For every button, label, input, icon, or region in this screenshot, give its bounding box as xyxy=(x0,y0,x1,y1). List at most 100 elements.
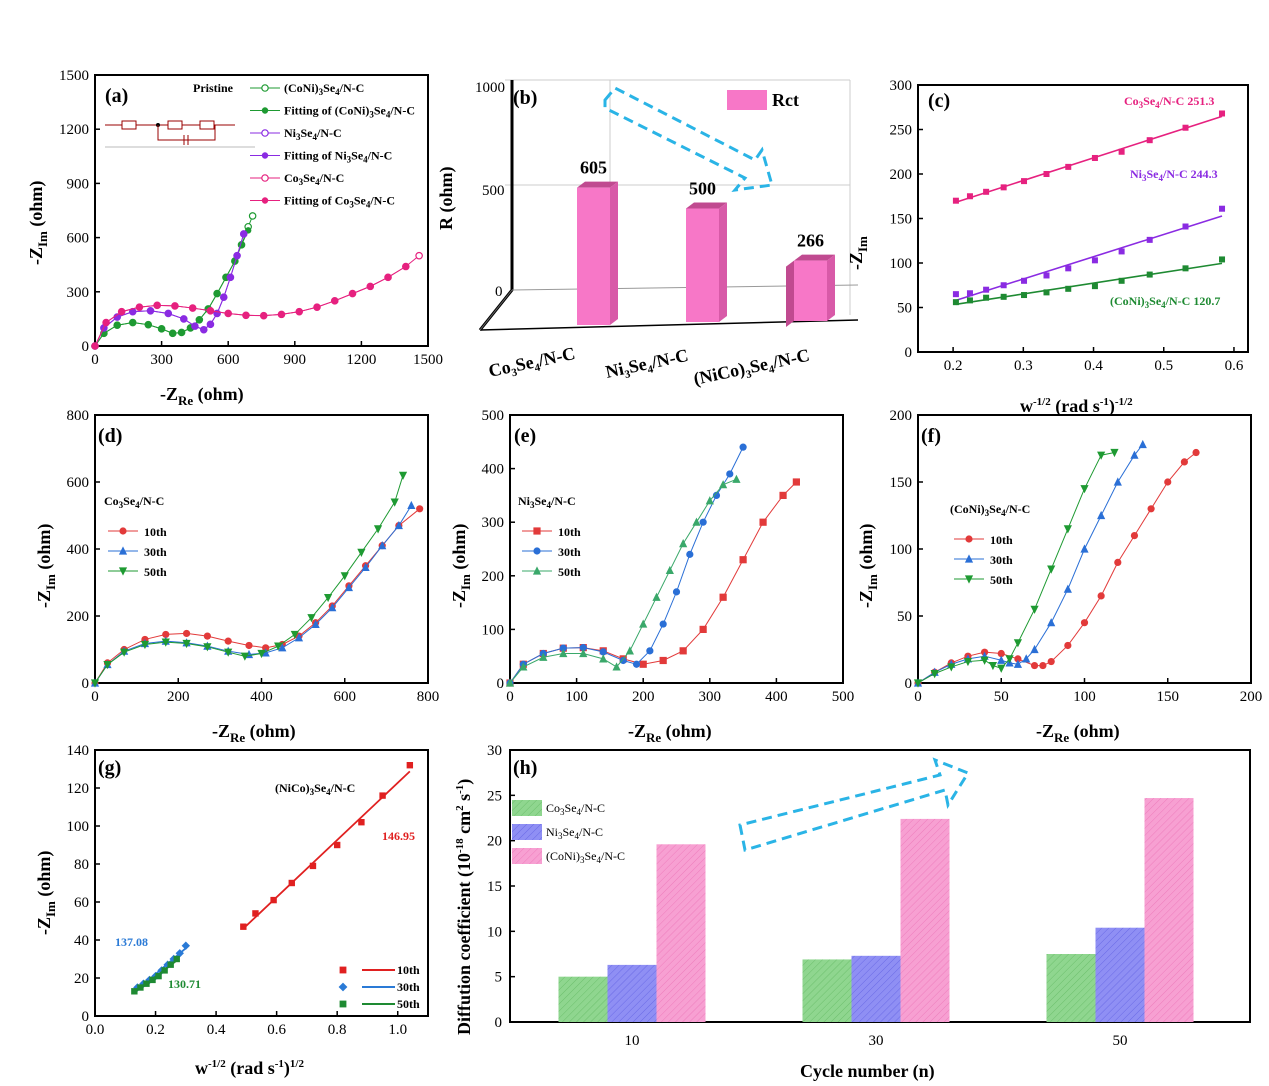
data-point xyxy=(131,988,138,995)
legend-label: Ni3Se4/N-C xyxy=(546,825,603,841)
b-xtick-co3se4: Co3Se4/N-C xyxy=(487,343,578,384)
data-point xyxy=(705,496,714,505)
data-point xyxy=(759,518,767,526)
data-point xyxy=(1005,655,1014,664)
panel-d-label: (d) xyxy=(98,425,122,447)
slope-label: 137.08 xyxy=(115,935,148,949)
bar xyxy=(656,844,706,1022)
data-point xyxy=(1118,148,1125,155)
legend-label: (CoNi)3Se4/N-C xyxy=(950,502,1030,518)
y-tick-label: 0 xyxy=(82,1009,90,1025)
data-point xyxy=(1146,236,1153,243)
b-ytick-0: 0 xyxy=(495,284,503,300)
data-point xyxy=(983,294,990,301)
y-tick-label: 300 xyxy=(67,285,90,301)
data-point xyxy=(1219,256,1226,263)
data-point xyxy=(137,984,144,991)
data-point xyxy=(1047,565,1056,574)
y-tick-label: 300 xyxy=(890,78,913,94)
data-point xyxy=(398,471,408,480)
data-point xyxy=(1039,661,1047,670)
y-tick-label: 150 xyxy=(890,475,913,491)
data-point xyxy=(1130,532,1139,540)
data-point xyxy=(261,107,269,114)
data-point xyxy=(559,648,568,658)
panel-e-xlabel: -ZRe (ohm) xyxy=(628,721,712,745)
x-tick-label: 0.3 xyxy=(1014,358,1033,374)
data-point xyxy=(182,639,191,649)
panel-h: 0 5 10 15 20 25 30 10 30 50 (h) Co3Se4/N-C Ni3Se4/… xyxy=(454,743,1251,1082)
x-tick-label: 800 xyxy=(417,689,440,705)
x-tick-label: 1500 xyxy=(413,352,443,368)
data-point xyxy=(240,652,249,661)
panel-a-label: (a) xyxy=(105,85,128,107)
data-point xyxy=(140,640,150,650)
slope-label: 130.71 xyxy=(168,977,201,991)
data-point xyxy=(652,592,661,601)
data-point xyxy=(213,290,221,297)
y-tick-label: 150 xyxy=(890,212,913,228)
data-point xyxy=(207,321,214,328)
data-point xyxy=(612,662,621,671)
data-point xyxy=(220,294,227,301)
data-point xyxy=(532,566,542,575)
fit-line xyxy=(955,262,1223,306)
data-point xyxy=(118,546,128,555)
data-point xyxy=(333,841,341,849)
data-point xyxy=(952,299,959,306)
data-point xyxy=(290,630,299,640)
data-point xyxy=(407,500,416,510)
bar-value-label: 605 xyxy=(580,158,607,178)
data-point xyxy=(719,480,728,489)
b-ytick-500: 500 xyxy=(482,183,505,199)
panel-h-ylabel: Diffution coefficient (10-18 cm2 s-1) xyxy=(454,779,475,1035)
y-tick-label: 0 xyxy=(905,676,913,692)
data-point xyxy=(1146,137,1153,144)
data-point xyxy=(1097,510,1106,520)
legend-label: Fitting of Co3Se4/N-C xyxy=(284,194,395,210)
data-point xyxy=(1013,659,1022,668)
y-tick-label: 60 xyxy=(74,895,89,911)
bar xyxy=(686,202,727,322)
data-point xyxy=(965,535,973,543)
data-point xyxy=(328,603,337,612)
series-line xyxy=(917,452,1197,684)
legend-swatch xyxy=(512,800,542,816)
y-tick-label: 100 xyxy=(890,256,913,272)
x-tick-label: 150 xyxy=(1157,689,1180,705)
data-point xyxy=(1022,654,1031,663)
data-point xyxy=(1047,657,1055,666)
data-point xyxy=(599,654,608,663)
x-tick-label: 200 xyxy=(167,689,190,705)
legend-label: 10th xyxy=(397,963,420,977)
y-tick-label: 20 xyxy=(74,971,89,987)
data-point xyxy=(118,308,125,315)
data-point xyxy=(415,251,423,260)
data-point xyxy=(136,303,143,311)
data-point xyxy=(173,955,180,963)
panel-f-xlabel: -ZRe (ohm) xyxy=(1036,721,1120,745)
data-point xyxy=(373,525,383,534)
y-tick-label: 0 xyxy=(497,676,505,692)
data-point xyxy=(180,315,187,323)
data-point xyxy=(739,443,747,451)
data-point xyxy=(91,342,99,350)
data-point xyxy=(416,505,424,513)
legend-label: 10th xyxy=(144,525,167,539)
data-point xyxy=(294,633,304,642)
y-tick-label: 40 xyxy=(74,933,89,949)
data-point xyxy=(147,307,154,314)
data-point xyxy=(102,319,110,326)
data-point xyxy=(505,678,515,687)
y-tick-label: 30 xyxy=(487,743,502,759)
data-point xyxy=(129,319,136,326)
legend-label: Co3Se4/N-C xyxy=(284,171,344,187)
legend-label: 30th xyxy=(144,545,167,559)
y-tick-label: 900 xyxy=(67,176,90,192)
y-tick-label: 0 xyxy=(905,345,913,361)
data-point xyxy=(143,980,150,987)
data-point xyxy=(1114,558,1122,567)
data-point xyxy=(913,679,923,688)
data-point xyxy=(1113,477,1122,486)
data-point xyxy=(224,648,233,657)
